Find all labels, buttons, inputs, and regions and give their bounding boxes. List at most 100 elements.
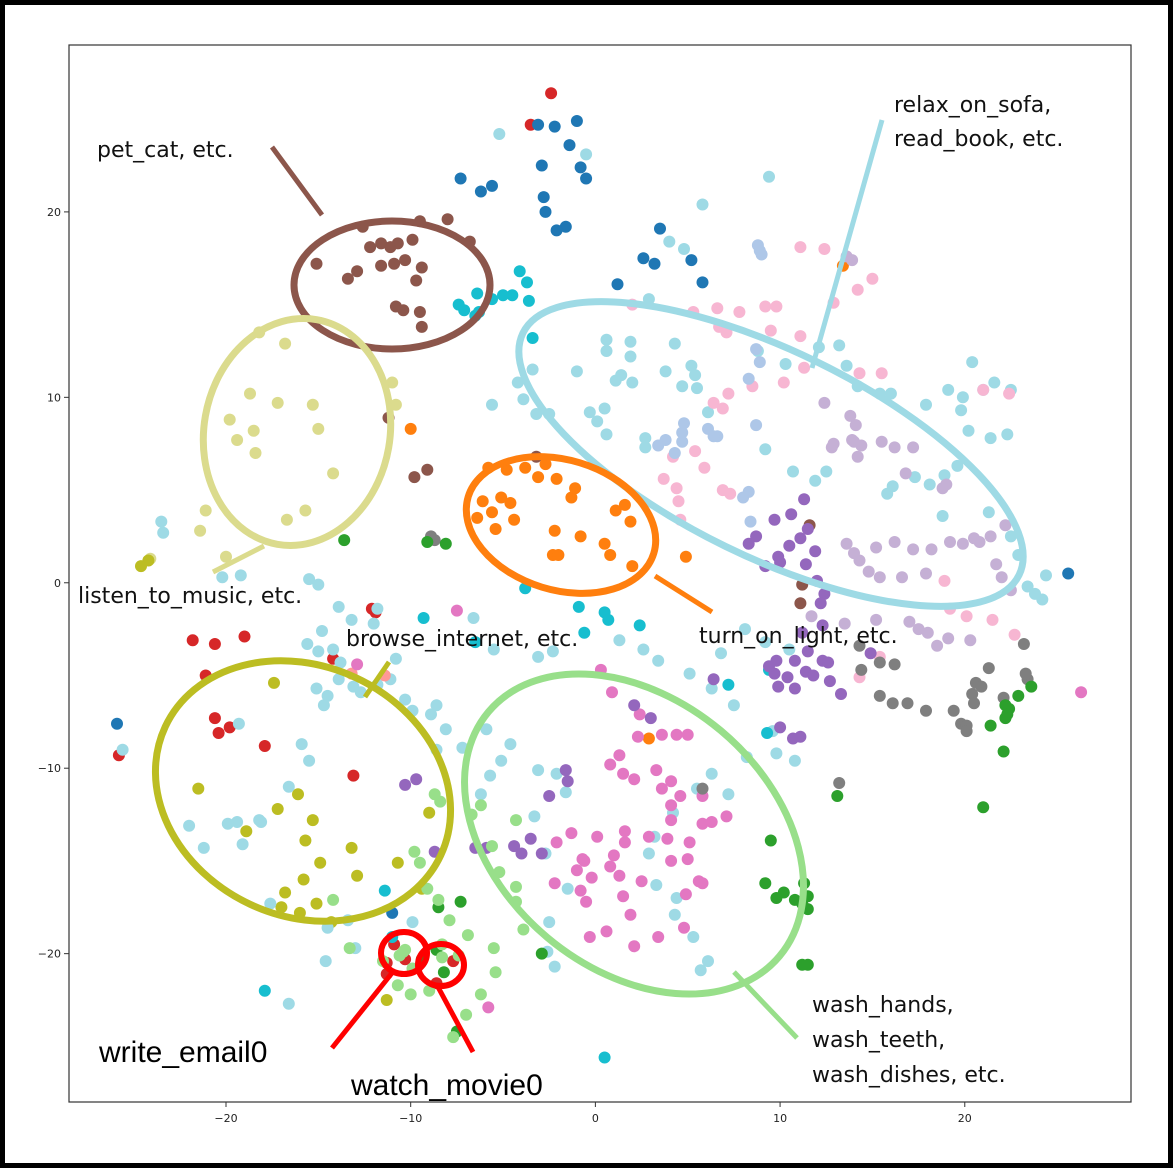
data-point bbox=[925, 543, 938, 556]
data-point bbox=[716, 402, 729, 415]
data-point bbox=[535, 847, 548, 860]
data-point bbox=[901, 697, 914, 710]
data-point bbox=[613, 869, 626, 882]
data-point bbox=[724, 487, 737, 500]
browse-internet-label: browse_internet, etc. bbox=[346, 627, 578, 652]
data-point bbox=[351, 869, 364, 882]
data-point bbox=[415, 320, 428, 333]
data-point bbox=[903, 615, 916, 628]
data-point bbox=[652, 931, 665, 943]
y-tick-label: −20 bbox=[38, 948, 61, 961]
data-point bbox=[486, 840, 498, 853]
data-point bbox=[521, 276, 533, 289]
data-point bbox=[408, 845, 421, 858]
data-point bbox=[279, 337, 292, 350]
data-point bbox=[460, 1008, 473, 1021]
data-point bbox=[399, 693, 412, 706]
data-point bbox=[371, 602, 384, 615]
data-point bbox=[855, 439, 868, 452]
data-point bbox=[607, 849, 620, 862]
data-point bbox=[244, 387, 256, 400]
data-point bbox=[698, 461, 711, 474]
data-point bbox=[343, 942, 356, 955]
data-point bbox=[665, 814, 678, 827]
data-point bbox=[912, 623, 925, 636]
data-point bbox=[550, 472, 563, 485]
data-point bbox=[942, 632, 955, 645]
data-point bbox=[493, 128, 506, 140]
data-point bbox=[609, 504, 622, 517]
data-point bbox=[665, 775, 678, 788]
data-point bbox=[223, 413, 236, 426]
x-tick-label: 20 bbox=[958, 1112, 972, 1125]
data-point bbox=[511, 376, 524, 389]
data-point bbox=[268, 676, 280, 689]
data-point bbox=[944, 536, 956, 548]
data-point bbox=[801, 958, 814, 971]
data-point bbox=[696, 782, 709, 795]
data-point bbox=[809, 474, 822, 487]
data-point bbox=[604, 758, 617, 771]
data-point bbox=[637, 252, 650, 265]
data-point bbox=[314, 856, 327, 869]
data-point bbox=[332, 600, 345, 613]
data-point bbox=[873, 571, 886, 584]
data-point bbox=[668, 337, 681, 350]
data-point bbox=[665, 854, 678, 867]
data-point bbox=[923, 478, 936, 491]
data-point bbox=[873, 656, 886, 669]
data-point bbox=[798, 493, 811, 506]
data-point bbox=[559, 220, 572, 233]
data-point bbox=[820, 465, 833, 478]
data-point bbox=[282, 997, 295, 1010]
data-point bbox=[186, 634, 199, 647]
data-point bbox=[450, 604, 463, 617]
data-point bbox=[805, 610, 818, 623]
data-point bbox=[388, 257, 401, 270]
data-point bbox=[655, 782, 668, 795]
data-point bbox=[689, 445, 702, 458]
data-point bbox=[618, 825, 631, 838]
data-point bbox=[1019, 667, 1032, 680]
data-point bbox=[135, 560, 147, 573]
data-point bbox=[920, 704, 932, 717]
data-point bbox=[489, 523, 502, 535]
data-point bbox=[637, 643, 650, 656]
data-point bbox=[375, 259, 388, 272]
data-point bbox=[962, 424, 975, 437]
data-point bbox=[818, 396, 831, 409]
data-point bbox=[648, 257, 661, 270]
data-point bbox=[231, 816, 244, 828]
browse-internet-leader bbox=[362, 660, 392, 699]
data-point bbox=[665, 799, 678, 812]
data-point bbox=[332, 673, 345, 686]
data-point bbox=[280, 513, 293, 526]
data-point bbox=[617, 767, 630, 780]
data-point bbox=[672, 495, 685, 508]
data-point bbox=[279, 886, 292, 899]
data-point bbox=[310, 897, 323, 910]
data-point bbox=[783, 643, 796, 656]
data-point bbox=[840, 359, 853, 372]
data-point bbox=[759, 636, 772, 649]
data-point bbox=[327, 893, 340, 906]
data-point bbox=[685, 359, 698, 372]
data-point bbox=[1004, 530, 1017, 543]
data-point bbox=[208, 638, 221, 650]
data-point bbox=[600, 925, 613, 938]
data-point bbox=[1025, 680, 1038, 693]
data-point bbox=[413, 856, 426, 869]
data-point bbox=[380, 994, 393, 1006]
data-point bbox=[921, 626, 934, 639]
data-point bbox=[183, 819, 196, 832]
data-point bbox=[644, 712, 657, 725]
y-tick-label: −10 bbox=[38, 762, 61, 775]
data-point bbox=[995, 571, 1008, 584]
data-point bbox=[604, 860, 617, 873]
data-point bbox=[639, 432, 652, 445]
wash-label: wash_hands, bbox=[812, 993, 954, 1018]
data-point bbox=[546, 645, 559, 658]
data-point bbox=[231, 434, 244, 446]
data-point bbox=[476, 495, 489, 508]
data-point bbox=[759, 443, 772, 456]
